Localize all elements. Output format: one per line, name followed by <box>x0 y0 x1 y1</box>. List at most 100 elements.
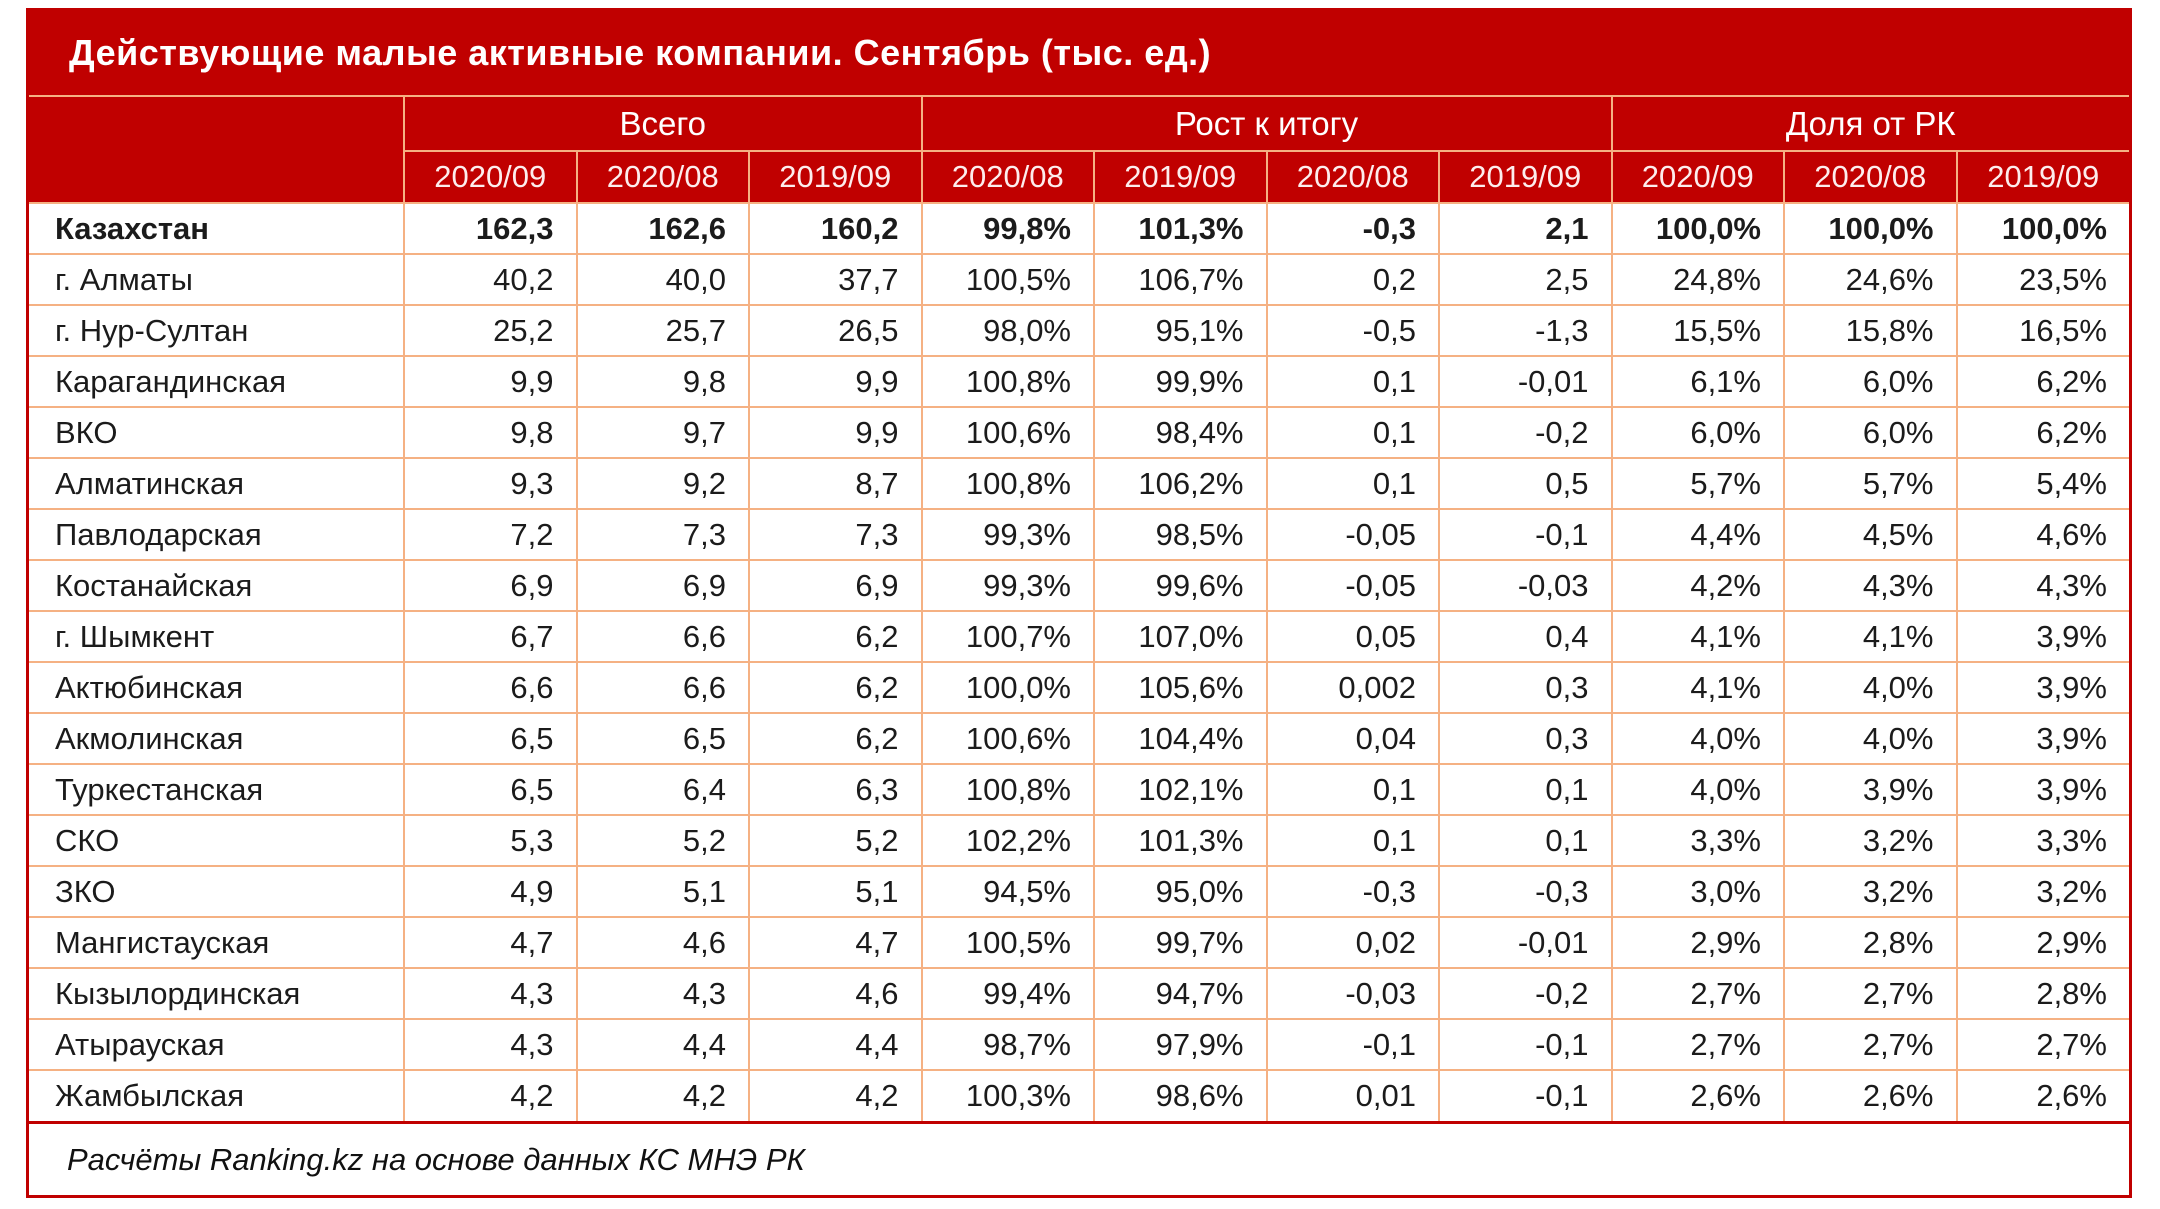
value-cell: 99,4% <box>920 967 1095 1020</box>
value-cell: 3,9% <box>1955 712 2129 765</box>
region-cell: г. Алматы <box>29 253 405 306</box>
value-cell: 40,0 <box>575 253 750 306</box>
value-cell: 100,0% <box>1955 202 2129 255</box>
region-cell: ВКО <box>29 406 405 459</box>
table-row: Алматинская 9,3 9,2 8,7 100,8% 106,2% 0,1 0,5 5,… <box>29 457 2129 510</box>
region-cell: г. Шымкент <box>29 610 405 663</box>
year-column-header: 2020/08 <box>920 150 1095 204</box>
value-cell: 100,8% <box>920 457 1095 510</box>
value-cell: 4,0% <box>1610 712 1785 765</box>
value-cell: 4,2 <box>403 1069 578 1121</box>
value-cell: 26,5 <box>748 304 923 357</box>
table-header: Всего Рост к итогу Доля от РК 2020/09 2020/… <box>29 97 2129 204</box>
value-cell: -1,3 <box>1438 304 1613 357</box>
value-cell: 4,9 <box>403 865 578 918</box>
source-note: Расчёты Ranking.kz на основе данных КС М… <box>29 1121 2129 1195</box>
value-cell: 99,6% <box>1093 559 1268 612</box>
value-cell: 160,2 <box>748 202 923 255</box>
value-cell: 0,2 <box>1265 253 1440 306</box>
value-cell: 4,2 <box>575 1069 750 1121</box>
value-cell: -0,05 <box>1265 508 1440 561</box>
value-cell: 162,3 <box>403 202 578 255</box>
region-cell: Карагандинская <box>29 355 405 408</box>
value-cell: 7,3 <box>575 508 750 561</box>
value-cell: 94,5% <box>920 865 1095 918</box>
value-cell: 6,9 <box>403 559 578 612</box>
table-row: Карагандинская 9,9 9,8 9,9 100,8% 99,9% 0,1 -0,… <box>29 355 2129 408</box>
value-cell: -0,05 <box>1265 559 1440 612</box>
value-cell: 0,02 <box>1265 916 1440 969</box>
value-cell: 4,1% <box>1610 610 1785 663</box>
group-header-row: Всего Рост к итогу Доля от РК <box>29 97 2129 204</box>
value-cell: 3,3% <box>1610 814 1785 867</box>
value-cell: 99,9% <box>1093 355 1268 408</box>
value-cell: 0,1 <box>1265 763 1440 816</box>
value-cell: 0,01 <box>1265 1069 1440 1121</box>
value-cell: 102,1% <box>1093 763 1268 816</box>
value-cell: 4,3 <box>403 1018 578 1071</box>
table-row: Мангистауская 4,7 4,6 4,7 100,5% 99,7% 0,02 -0,… <box>29 916 2129 969</box>
year-column-header: 2019/09 <box>748 150 923 204</box>
value-cell: 4,5% <box>1783 508 1958 561</box>
value-cell: 9,7 <box>575 406 750 459</box>
region-cell: СКО <box>29 814 405 867</box>
value-cell: 0,5 <box>1438 457 1613 510</box>
table-container: Действующие малые активные компании. Сен… <box>26 8 2132 1198</box>
value-cell: 3,9% <box>1955 661 2129 714</box>
region-column-header <box>29 97 405 204</box>
value-cell: 6,2% <box>1955 355 2129 408</box>
value-cell: 2,9% <box>1955 916 2129 969</box>
value-cell: 5,2 <box>748 814 923 867</box>
value-cell: 6,0% <box>1610 406 1785 459</box>
value-cell: 98,6% <box>1093 1069 1268 1121</box>
value-cell: 7,2 <box>403 508 578 561</box>
year-column-header: 2019/09 <box>1955 150 2129 204</box>
value-cell: 7,3 <box>748 508 923 561</box>
value-cell: 3,3% <box>1955 814 2129 867</box>
value-cell: 6,5 <box>575 712 750 765</box>
value-cell: 4,4 <box>748 1018 923 1071</box>
value-cell: -0,3 <box>1265 202 1440 255</box>
value-cell: 3,9% <box>1955 610 2129 663</box>
value-cell: 0,05 <box>1265 610 1440 663</box>
table-row: Атырауская 4,3 4,4 4,4 98,7% 97,9% -0,1 -0,1 2,7… <box>29 1018 2129 1071</box>
value-cell: 9,8 <box>575 355 750 408</box>
year-header-row: 2020/09 2020/08 2019/09 2020/08 2019/09 2020/… <box>29 150 2129 204</box>
value-cell: 25,2 <box>403 304 578 357</box>
value-cell: 0,3 <box>1438 661 1613 714</box>
value-cell: -0,01 <box>1438 355 1613 408</box>
value-cell: -0,01 <box>1438 916 1613 969</box>
value-cell: 6,2 <box>748 610 923 663</box>
value-cell: 2,5 <box>1438 253 1613 306</box>
value-cell: 106,2% <box>1093 457 1268 510</box>
group-header: Доля от РК <box>1610 97 2129 152</box>
value-cell: 5,1 <box>575 865 750 918</box>
value-cell: 0,1 <box>1265 355 1440 408</box>
value-cell: 0,1 <box>1265 457 1440 510</box>
value-cell: 5,3 <box>403 814 578 867</box>
value-cell: 6,3 <box>748 763 923 816</box>
table-body: Казахстан 162,3 162,6 160,2 99,8% 101,3% -0,3 2… <box>29 202 2129 1121</box>
value-cell: 95,1% <box>1093 304 1268 357</box>
value-cell: 5,7% <box>1610 457 1785 510</box>
value-cell: 6,2 <box>748 661 923 714</box>
value-cell: 9,3 <box>403 457 578 510</box>
value-cell: 0,3 <box>1438 712 1613 765</box>
table-row: г. Шымкент 6,7 6,6 6,2 100,7% 107,0% 0,05 0,4 4,… <box>29 610 2129 663</box>
value-cell: 6,6 <box>575 661 750 714</box>
value-cell: -0,1 <box>1265 1018 1440 1071</box>
value-cell: 15,5% <box>1610 304 1785 357</box>
value-cell: 4,6% <box>1955 508 2129 561</box>
region-cell: Актюбинская <box>29 661 405 714</box>
value-cell: 25,7 <box>575 304 750 357</box>
year-column-header: 2020/09 <box>1610 150 1785 204</box>
value-cell: 3,2% <box>1783 814 1958 867</box>
value-cell: 3,0% <box>1610 865 1785 918</box>
value-cell: 100,6% <box>920 712 1095 765</box>
value-cell: 4,2 <box>748 1069 923 1121</box>
value-cell: 2,7% <box>1783 1018 1958 1071</box>
value-cell: -0,1 <box>1438 1018 1613 1071</box>
value-cell: 100,0% <box>1783 202 1958 255</box>
value-cell: 0,4 <box>1438 610 1613 663</box>
value-cell: 4,3% <box>1955 559 2129 612</box>
